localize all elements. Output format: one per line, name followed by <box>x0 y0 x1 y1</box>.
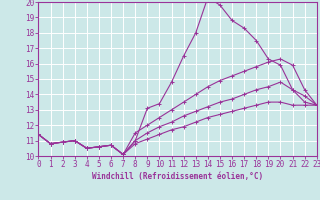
X-axis label: Windchill (Refroidissement éolien,°C): Windchill (Refroidissement éolien,°C) <box>92 172 263 181</box>
